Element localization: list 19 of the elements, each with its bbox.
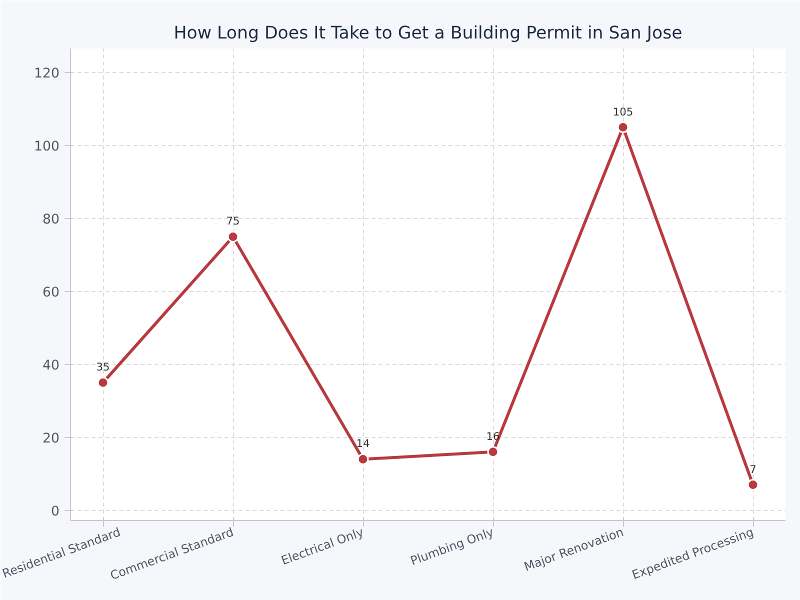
y-tick-label: 100: [34, 140, 60, 155]
point: [97, 376, 109, 388]
data-label: 75: [226, 214, 240, 228]
y-tick-label: 40: [42, 358, 60, 374]
point: [357, 453, 369, 465]
data-label: 7: [750, 462, 756, 476]
y-tick-label: 60: [42, 285, 60, 300]
y-tick-label: 0: [51, 504, 60, 520]
y-tick-label: 80: [42, 212, 60, 228]
chart-title: How Long Does It Take to Get a Building Permit in San Jose: [174, 24, 682, 44]
y-tick-label: 20: [42, 431, 60, 446]
point: [747, 479, 759, 490]
y-tick-label: 120: [34, 66, 60, 82]
point: [617, 122, 629, 134]
data-label: 105: [612, 105, 634, 118]
point: [227, 230, 239, 242]
point: [487, 446, 499, 458]
data-label: 14: [356, 437, 370, 450]
data-label: 35: [96, 360, 110, 374]
